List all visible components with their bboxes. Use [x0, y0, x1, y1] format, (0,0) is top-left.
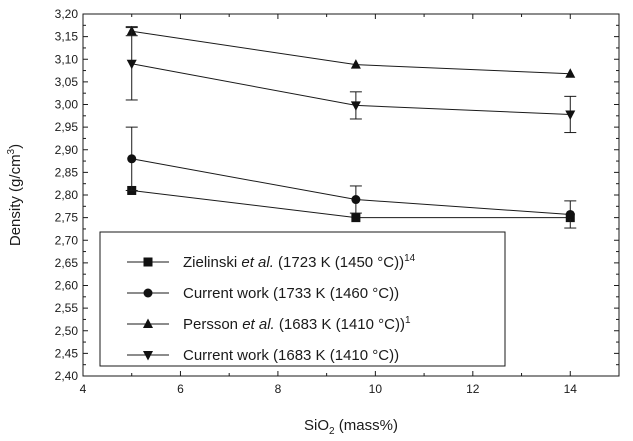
legend: Zielinski et al. (1723 K (1450 °C))14 Cur…	[99, 231, 506, 367]
legend-item: Zielinski et al. (1723 K (1450 °C))14	[127, 253, 416, 271]
y-tick-label: 2,70	[55, 233, 79, 247]
legend-item: Persson et al. (1683 K (1410 °C))1	[127, 315, 411, 333]
y-tick-label: 2,90	[55, 143, 79, 157]
y-tick-label: 2,50	[55, 324, 79, 338]
series-triangle-up	[125, 25, 576, 78]
y-tick-label: 3,00	[55, 98, 79, 112]
y-tick-label: 3,15	[55, 30, 79, 44]
x-tick-label: 14	[564, 382, 578, 396]
x-tick-label: 6	[177, 382, 184, 396]
legend-label: Zielinski et al. (1723 K (1450 °C))14	[183, 253, 416, 271]
y-tick-label: 2,55	[55, 301, 79, 315]
series-line	[131, 158, 571, 215]
y-tick-label: 3,10	[55, 52, 79, 66]
y-tick-label: 2,40	[55, 369, 79, 383]
series-triangle-down	[125, 27, 577, 134]
circle-marker	[565, 209, 575, 219]
x-tick-label: 8	[275, 382, 282, 396]
y-tick-label: 2,95	[55, 120, 79, 134]
y-axis-label: Density (g/cm3)	[6, 144, 24, 246]
legend-item: Current work (1733 K (1460 °C))	[127, 285, 399, 302]
series-line	[131, 30, 571, 75]
circle-marker	[127, 154, 137, 164]
legend-item: Current work (1683 K (1410 °C))	[127, 347, 399, 364]
triangle-up-marker	[350, 59, 361, 69]
square-marker	[143, 257, 153, 267]
circle-marker	[143, 288, 153, 298]
y-tick-label: 2,45	[55, 346, 79, 360]
x-tick-label: 4	[80, 382, 87, 396]
series-layer	[125, 25, 577, 229]
triangle-down-marker	[565, 110, 576, 120]
series-circle	[125, 126, 577, 229]
triangle-up-marker	[143, 318, 153, 328]
triangle-down-marker	[350, 101, 361, 111]
triangle-down-marker	[143, 351, 153, 361]
triangle-up-marker	[565, 68, 576, 78]
x-axis-label: SiO2 (mass%)	[304, 417, 398, 437]
y-tick-label: 2,80	[55, 188, 79, 202]
circle-marker	[351, 195, 361, 205]
y-tick-label: 3,20	[55, 7, 79, 21]
legend-label: Persson et al. (1683 K (1410 °C))1	[183, 315, 411, 333]
legend-label: Current work (1683 K (1410 °C))	[183, 347, 399, 364]
y-tick-label: 2,75	[55, 211, 79, 225]
triangle-down-marker	[126, 59, 137, 70]
x-tick-label: 12	[466, 382, 480, 396]
y-tick-label: 2,65	[55, 256, 79, 270]
tick-labels: 2,40 2,45 2,50 2,55 2,60 2,65 2,70 2,75 2,80 2,85…	[55, 7, 578, 396]
square-marker	[351, 213, 361, 223]
y-tick-label: 2,60	[55, 279, 79, 293]
y-tick-label: 3,05	[55, 75, 79, 89]
axis-ticks	[82, 13, 620, 377]
legend-box	[99, 231, 506, 367]
series-square	[127, 185, 575, 223]
x-tick-label: 10	[369, 382, 383, 396]
y-tick-label: 2,85	[55, 165, 79, 179]
legend-label: Current work (1733 K (1460 °C))	[183, 285, 399, 302]
